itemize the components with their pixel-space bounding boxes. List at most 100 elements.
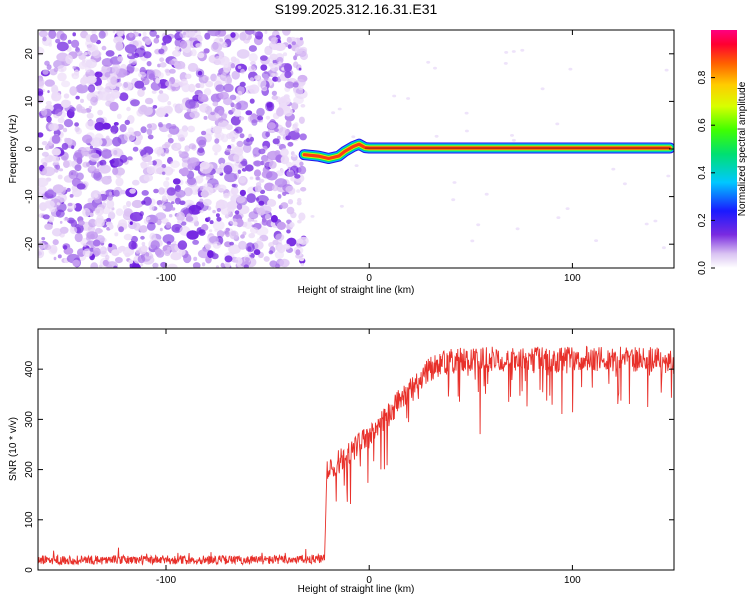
- noise-speck: [354, 164, 359, 168]
- noise-speck: [215, 213, 220, 218]
- noise-speck: [264, 213, 271, 220]
- noise-speck: [556, 216, 561, 220]
- noise-speck: [178, 150, 182, 155]
- noise-speck: [179, 137, 185, 142]
- noise-speck: [112, 167, 119, 175]
- noise-speck: [54, 164, 58, 169]
- noise-speck: [233, 221, 238, 227]
- noise-speck: [277, 194, 282, 199]
- noise-speck: [163, 180, 170, 188]
- noise-speck: [310, 215, 315, 218]
- noise-speck: [112, 136, 122, 147]
- noise-speck: [111, 66, 120, 75]
- noise-speck: [69, 226, 78, 234]
- noise-speck: [137, 88, 145, 98]
- noise-speck: [51, 148, 61, 156]
- noise-speck: [146, 128, 153, 136]
- noise-speck: [90, 33, 98, 43]
- noise-speck: [192, 239, 200, 245]
- noise-speck: [147, 134, 154, 140]
- noise-speck: [41, 141, 48, 146]
- noise-region: [38, 30, 671, 268]
- noise-speck: [60, 33, 68, 41]
- noise-speck: [63, 217, 69, 222]
- noise-speck: [568, 67, 573, 71]
- noise-speck: [108, 243, 113, 248]
- noise-speck: [77, 86, 84, 92]
- noise-speck: [181, 167, 189, 176]
- noise-speck: [510, 134, 514, 137]
- noise-speck: [75, 95, 80, 100]
- noise-speck: [140, 245, 148, 252]
- noise-speck: [72, 32, 76, 37]
- noise-speck: [653, 219, 658, 223]
- noise-speck: [200, 190, 209, 198]
- noise-speck: [70, 219, 78, 228]
- noise-speck: [47, 188, 54, 196]
- noise-speck: [43, 200, 55, 209]
- noise-speck: [80, 77, 88, 86]
- noise-speck: [110, 210, 114, 214]
- noise-speck: [105, 221, 112, 226]
- noise-speck: [90, 96, 98, 106]
- noise-speck: [93, 193, 99, 198]
- noise-speck: [86, 231, 98, 240]
- noise-speck: [248, 45, 257, 52]
- noise-speck: [280, 168, 284, 173]
- noise-speck: [284, 81, 295, 89]
- noise-speck: [271, 72, 276, 77]
- noise-speck: [238, 176, 247, 184]
- noise-speck: [183, 253, 192, 264]
- noise-speck: [152, 262, 160, 268]
- noise-speck: [116, 113, 122, 120]
- noise-speck: [199, 161, 210, 170]
- noise-speck: [146, 166, 155, 175]
- noise-speck: [57, 174, 63, 180]
- noise-speck: [86, 162, 90, 167]
- noise-speck: [124, 119, 130, 125]
- noise-speck: [60, 68, 64, 72]
- noise-speck: [196, 136, 207, 146]
- noise-speck: [179, 30, 189, 39]
- noise-speck: [244, 221, 253, 230]
- noise-speck: [229, 149, 235, 154]
- noise-speck: [176, 211, 186, 222]
- noise-speck: [78, 220, 85, 226]
- noise-speck: [298, 83, 304, 91]
- noise-speck: [38, 185, 47, 195]
- noise-speck: [154, 247, 162, 256]
- noise-speck: [82, 208, 91, 217]
- noise-speck: [476, 223, 481, 227]
- noise-speck: [280, 155, 290, 165]
- noise-speck: [104, 72, 111, 78]
- noise-speck: [159, 57, 165, 62]
- noise-speck: [263, 77, 269, 81]
- noise-speck: [236, 49, 250, 59]
- noise-speck: [57, 72, 67, 82]
- noise-speck: [177, 240, 188, 250]
- noise-speck: [201, 262, 206, 267]
- spectrogram-x-axis-label: Height of straight line (km): [298, 285, 415, 296]
- noise-speck: [40, 108, 48, 117]
- noise-speck: [150, 240, 160, 250]
- noise-speck: [285, 120, 292, 128]
- chart-title: S199.2025.312.16.31.E31: [275, 1, 438, 17]
- noise-speck: [295, 249, 301, 256]
- noise-speck: [220, 30, 226, 33]
- noise-speck: [265, 115, 271, 120]
- colorbar-tick-label: 0.8: [697, 70, 708, 84]
- noise-speck: [219, 38, 224, 42]
- noise-speck: [69, 107, 76, 112]
- noise-speck: [51, 134, 61, 144]
- noise-speck: [216, 184, 227, 192]
- noise-speck: [45, 144, 50, 151]
- noise-speck: [170, 160, 180, 168]
- noise-speck: [236, 140, 244, 147]
- noise-speck: [109, 159, 115, 164]
- noise-speck: [102, 122, 111, 130]
- noise-speck: [209, 187, 217, 193]
- noise-speck: [168, 125, 180, 135]
- noise-speck: [52, 156, 60, 163]
- noise-speck: [257, 78, 267, 88]
- noise-speck: [212, 143, 222, 153]
